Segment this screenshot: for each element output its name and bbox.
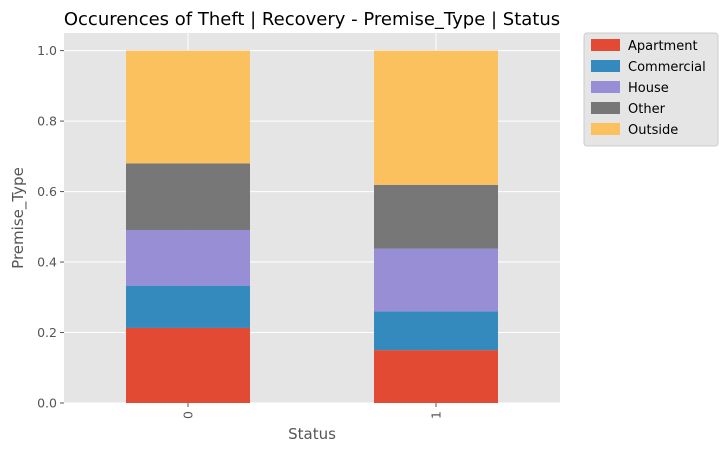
y-tick-label: 1.0 bbox=[37, 43, 57, 58]
legend-label-outside: Outside bbox=[628, 123, 678, 138]
bar-commercial-0 bbox=[126, 286, 250, 328]
bar-apartment-1 bbox=[374, 350, 498, 403]
legend-label-house: House bbox=[628, 81, 669, 96]
y-tick-label: 0.2 bbox=[37, 325, 57, 340]
legend-swatch-house bbox=[591, 81, 620, 93]
legend-swatch-other bbox=[591, 102, 620, 114]
y-tick-label: 0.4 bbox=[37, 255, 57, 270]
bar-outside-1 bbox=[374, 51, 498, 185]
legend-swatch-outside bbox=[591, 123, 620, 135]
x-tick-label: 0 bbox=[181, 411, 196, 419]
legend-label-commercial: Commercial bbox=[628, 60, 706, 75]
legend-swatch-apartment bbox=[591, 39, 620, 51]
legend: Apartment Commercial House Other Outside bbox=[584, 33, 718, 146]
x-axis-label: Status bbox=[288, 425, 336, 443]
bar-other-0 bbox=[126, 163, 250, 230]
bar-apartment-0 bbox=[126, 328, 250, 403]
bar-other-1 bbox=[374, 185, 498, 249]
bar-outside-0 bbox=[126, 51, 250, 164]
legend-label-apartment: Apartment bbox=[628, 39, 698, 54]
bar-house-1 bbox=[374, 249, 498, 312]
y-axis-label: Premise_Type bbox=[9, 167, 28, 269]
y-axis: 0.0 0.2 0.4 0.6 0.8 1.0 bbox=[37, 43, 64, 410]
bar-house-0 bbox=[126, 230, 250, 286]
y-tick-label: 0.8 bbox=[37, 114, 57, 129]
chart-title: Occurences of Theft | Recovery - Premise… bbox=[64, 9, 560, 30]
bar-commercial-1 bbox=[374, 311, 498, 350]
legend-label-other: Other bbox=[628, 102, 666, 117]
y-tick-label: 0.6 bbox=[37, 184, 57, 199]
legend-swatch-commercial bbox=[591, 60, 620, 72]
x-tick-label: 1 bbox=[429, 411, 444, 419]
y-tick-label: 0.0 bbox=[37, 396, 57, 411]
